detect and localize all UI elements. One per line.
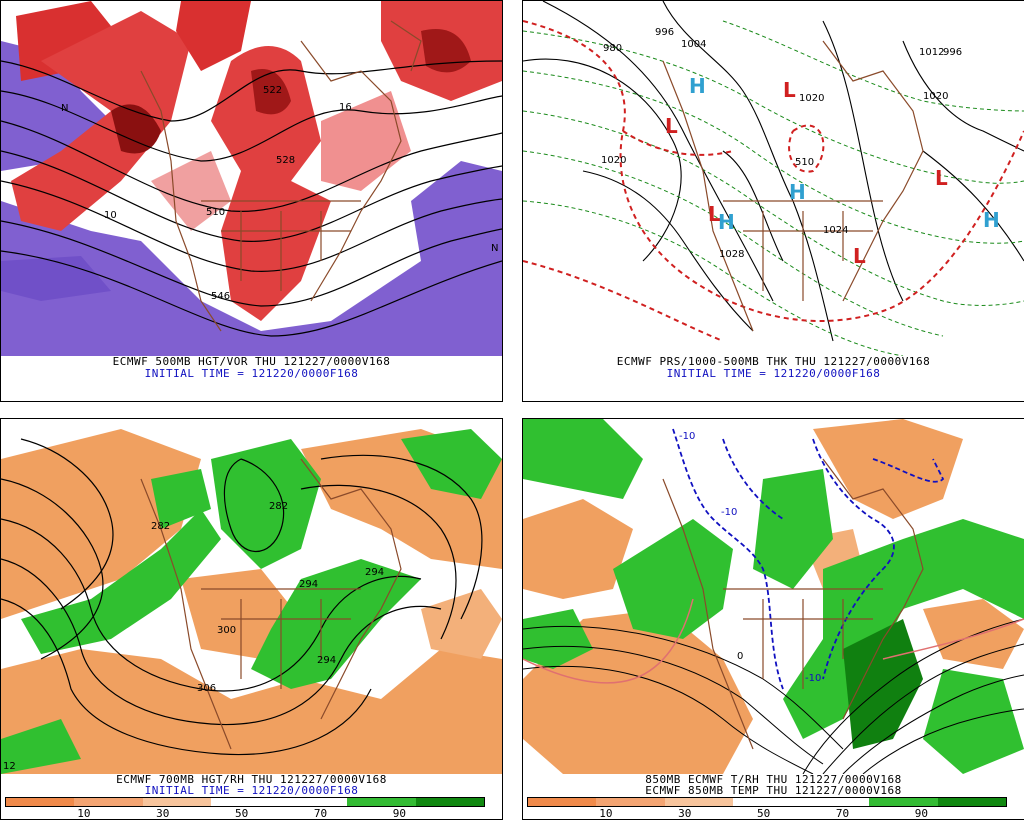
rh-colorbar (527, 797, 1007, 807)
map-label: 16 (339, 102, 352, 113)
map-label: 1020 (601, 155, 626, 166)
colorbar-tick: 50 (756, 807, 771, 820)
colorbar-swatch (732, 798, 801, 806)
colorbar-swatch (279, 798, 348, 806)
high-pressure-marker: H (689, 74, 706, 98)
low-pressure-marker: L (708, 202, 721, 226)
map-label: 282 (151, 521, 170, 532)
map-label: N (491, 243, 498, 254)
colorbar-tick: 50 (234, 807, 249, 820)
colorbar-swatch (6, 798, 75, 806)
colorbar-tick: 10 (77, 807, 91, 820)
map-label: 1028 (719, 249, 744, 260)
low-pressure-marker: L (853, 244, 866, 268)
colorbar-tick: 30 (156, 807, 170, 820)
colorbar-swatch (869, 798, 938, 806)
map-label: 1020 (923, 91, 948, 102)
map-label: 510 (795, 157, 814, 168)
colorbar-swatch (596, 798, 665, 806)
high-pressure-marker: H (789, 180, 806, 204)
colorbar-tick: 90 (914, 807, 928, 820)
colorbar-swatch (415, 798, 484, 806)
colorbar-swatch (801, 798, 870, 806)
panel-caption-line1: ECMWF PRS/1000-500MB THK THU 121227/0000… (616, 355, 931, 368)
map-label: 996 (943, 47, 962, 58)
panel-500mb-hgt-vor: 522 528 510 546 10 16 N N ECMWF 500MB HG… (0, 0, 503, 402)
map-label: 996 (655, 27, 674, 38)
panel-caption-line2: ECMWF 850MB TEMP THU 121227/0000V168 (645, 784, 902, 797)
colorbar-ticks: 10 30 50 70 90 (527, 807, 1005, 819)
map-label: 1024 (823, 225, 848, 236)
colorbar-swatch (937, 798, 1006, 806)
low-pressure-marker: L (935, 166, 948, 190)
rh-colorbar (5, 797, 485, 807)
colorbar-swatch (528, 798, 597, 806)
map-850mb-temp-rh: -10 -10 0 -10 (523, 419, 1024, 774)
colorbar-tick: 70 (313, 807, 328, 820)
map-label: 522 (263, 85, 282, 96)
panel-caption-line1: 850MB ECMWF T/RH THU 121227/0000V168 (645, 773, 902, 786)
panel-850mb-t-rh: -10 -10 0 -10 850MB ECMWF T/RH THU 12122… (522, 418, 1024, 820)
map-label: 294 (365, 567, 384, 578)
colorbar-swatch (74, 798, 143, 806)
colorbar-swatch (210, 798, 279, 806)
panel-caption-line1: ECMWF 500MB HGT/VOR THU 121227/0000V168 (112, 355, 391, 368)
map-label: -10 (721, 507, 737, 518)
map-label: N (61, 103, 68, 114)
panel-caption-line1: ECMWF 700MB HGT/RH THU 121227/0000V168 (116, 773, 387, 786)
map-label: 528 (276, 155, 295, 166)
map-label: 294 (317, 655, 336, 666)
map-pressure-thickness: L L L L L H H H H 1020 1028 996 980 1004… (523, 1, 1024, 356)
map-label: -10 (679, 431, 695, 442)
map-label: 10 (104, 210, 117, 221)
map-label: 306 (197, 683, 216, 694)
map-label: 12 (3, 761, 16, 772)
map-label: 510 (206, 207, 225, 218)
panel-caption-line2: INITIAL TIME = 121220/0000F168 (144, 784, 359, 797)
map-label: 0 (737, 651, 743, 662)
map-label: -10 (805, 673, 821, 684)
map-label: 546 (211, 291, 230, 302)
map-label: 300 (217, 625, 236, 636)
colorbar-swatch (347, 798, 416, 806)
map-700mb-rh: 282 282 294 294 300 306 294 12 (1, 419, 502, 774)
low-pressure-marker: L (665, 114, 678, 138)
map-label: 1004 (681, 39, 706, 50)
panel-pressure-thickness: L L L L L H H H H 1020 1028 996 980 1004… (522, 0, 1024, 402)
panel-700mb-hgt-rh: 282 282 294 294 300 306 294 12 ECMWF 700… (0, 418, 503, 820)
map-label: 1020 (799, 93, 824, 104)
colorbar-swatch (142, 798, 211, 806)
map-label: 294 (299, 579, 318, 590)
map-500mb-vorticity: 522 528 510 546 10 16 N N (1, 1, 502, 356)
colorbar-tick: 10 (599, 807, 613, 820)
colorbar-tick: 70 (835, 807, 850, 820)
low-pressure-marker: L (783, 78, 796, 102)
colorbar-tick: 90 (392, 807, 406, 820)
map-label: 980 (603, 43, 622, 54)
map-label: 282 (269, 501, 288, 512)
panel-caption-line2: INITIAL TIME = 121220/0000F168 (144, 367, 359, 380)
map-label: 1012 (919, 47, 944, 58)
colorbar-tick: 30 (678, 807, 692, 820)
panel-caption-line2: INITIAL TIME = 121220/0000F168 (666, 367, 881, 380)
high-pressure-marker: H (983, 208, 1000, 232)
high-pressure-marker: H (718, 210, 735, 234)
colorbar-swatch (664, 798, 733, 806)
colorbar-ticks: 10 30 50 70 90 (5, 807, 483, 819)
